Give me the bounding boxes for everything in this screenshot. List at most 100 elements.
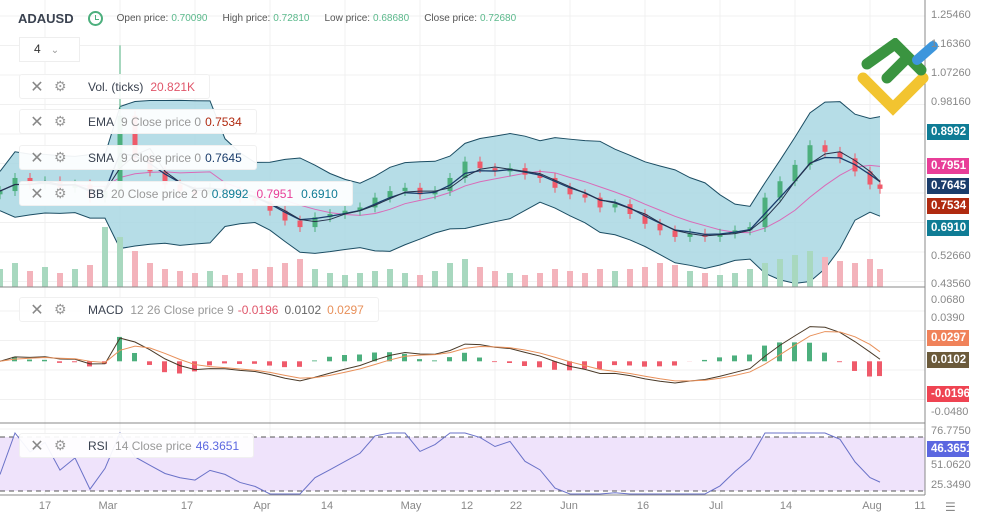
macd-histogram-bar [432,360,437,362]
time-tick-label: Aug [862,500,882,512]
macd-histogram-bar [342,355,347,362]
close-icon[interactable]: ✕ [30,113,44,131]
close-icon[interactable]: ✕ [30,78,44,96]
legend-value: 20.821K [150,79,196,94]
candle-body [0,191,3,195]
volume-bar [387,269,393,287]
price-tag: 0.6910 [927,220,969,236]
legend-params: 14 Close price [115,438,192,453]
candle-body [837,151,843,159]
high-value: 0.72810 [273,13,310,24]
gear-icon[interactable]: ⚙ [54,113,67,129]
volume-bar [42,267,48,287]
macd-histogram-bar [867,361,872,377]
macd-histogram-bar [357,354,362,362]
macd-histogram-bar [612,361,617,366]
volume-bar [282,263,288,287]
gear-icon[interactable]: ⚙ [54,149,67,165]
candle-body [477,161,483,169]
legend-value: 0.7645 [205,150,242,165]
volume-bar [447,263,453,287]
price-tick-label: 1.16360 [931,38,971,50]
volume-bar [27,271,33,287]
candle-body [597,197,603,208]
macd-histogram-bar [672,361,677,366]
time-tick-label: 22 [509,500,523,512]
volume-bar [507,273,513,287]
brand-logo [857,38,938,116]
close-label: Close price: [424,13,477,24]
volume-bar [877,269,883,287]
gear-icon[interactable]: ⚙ [54,78,67,94]
candle-body [357,207,363,211]
volume-bar [72,269,78,287]
legend-ema: ✕ ⚙ EMA 9 Close price 0 0.7534 [19,109,257,134]
legend-params: 12 26 Close price 9 [130,302,234,317]
legend-params: 20 Close price 2 0 [111,186,208,201]
open-label: Open price: [116,13,169,24]
candle-body [537,174,543,178]
volume-bar [867,259,873,287]
time-tick-label: Mar [98,500,118,512]
price-tick-label: 0.43560 [931,278,971,290]
volume-bar [417,275,423,287]
volume-bar [657,263,663,287]
candle-body [342,210,348,214]
volume-bar [162,269,168,287]
macd-histogram-bar [462,352,467,362]
volume-bar [702,273,708,287]
macd-histogram-bar [327,356,332,362]
macd-histogram-bar [552,361,557,370]
candle-body [462,161,468,178]
candle-body [687,233,693,237]
price-tag: 0.7951 [927,158,969,174]
volume-bar [537,273,543,287]
rsi-tick-label: 25.3490 [931,479,971,491]
macd-histogram-bar [597,361,602,370]
macd-histogram-bar [852,361,857,371]
candle-body [702,233,708,237]
volume-bar [522,275,528,287]
macd-histogram-bar [57,361,62,363]
legend-signal: 0.0297 [327,302,364,317]
macd-histogram-bar [42,359,47,362]
legend-middle: 0.7951 [256,186,294,201]
close-icon[interactable]: ✕ [30,437,44,455]
close-icon[interactable]: ✕ [30,185,44,203]
macd-histogram-bar [282,361,287,368]
volume-bar [852,263,858,287]
volume-bar [177,271,183,287]
chevron-down-icon: ⌄ [50,45,60,56]
legend-macd-value: 0.0102 [284,302,322,317]
volume-bar [807,251,813,287]
gear-icon[interactable]: ⚙ [54,437,67,453]
time-tick-label: 17 [38,500,52,512]
legend-bb: ✕ ⚙ BB 20 Close price 2 0 0.8992 0.7951 0.6910 [19,181,353,206]
time-tick-label: 17 [180,500,194,512]
interval-select[interactable]: 4 ⌄ [19,37,80,62]
macd-histogram-bar [237,361,242,364]
gear-icon[interactable]: ⚙ [54,301,67,317]
volume-bar [612,271,618,287]
macd-histogram-bar [207,361,212,366]
volume-bar [717,275,723,287]
volume-bar [57,273,63,287]
settings-sliders-icon[interactable]: ☰ [945,500,956,514]
clock-icon[interactable] [87,11,103,26]
candle-body [132,115,138,159]
gear-icon[interactable]: ⚙ [54,185,67,201]
volume-bar [207,271,213,287]
volume-bar [567,271,573,287]
legend-name: EMA [88,114,115,129]
price-tick-label: 0.52660 [931,250,971,262]
volume-bar [327,273,333,287]
symbol-name[interactable]: ADAUSD [18,11,74,26]
candle-body [792,164,798,182]
close-icon[interactable]: ✕ [30,301,44,319]
volume-bar [102,227,108,287]
close-icon[interactable]: ✕ [30,149,44,167]
volume-bar [222,275,228,287]
open-value: 0.70090 [171,13,208,24]
time-tick-label: Jun [560,500,578,512]
price-tick-label: 0.98160 [931,96,971,108]
